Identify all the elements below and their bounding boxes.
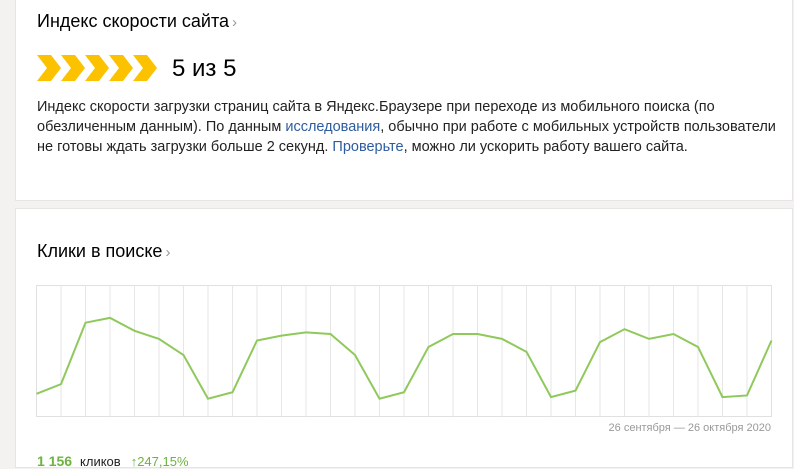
data-point[interactable]	[36, 390, 41, 398]
data-point[interactable]	[523, 348, 531, 356]
clicks-series-line	[36, 316, 773, 400]
speed-index-title-text: Индекс скорости сайта	[37, 11, 229, 31]
search-clicks-title[interactable]: Клики в поиске ›	[37, 241, 170, 262]
research-link[interactable]: исследования	[285, 119, 381, 135]
data-point[interactable]	[694, 343, 702, 351]
data-point[interactable]	[743, 391, 751, 399]
data-point[interactable]	[547, 393, 555, 401]
desc-text: , обычно при работе с мобильных устройст…	[37, 119, 776, 155]
chevron-right-icon: ›	[165, 244, 171, 261]
data-point[interactable]	[131, 327, 139, 335]
speed-arrow	[61, 54, 85, 81]
data-point[interactable]	[351, 351, 359, 359]
desc-text: Индекс скорости загрузки страниц сайта в…	[37, 99, 715, 135]
speed-arrow	[133, 54, 157, 81]
data-point[interactable]	[278, 332, 286, 340]
data-point[interactable]	[474, 330, 482, 338]
clicks-total: 1 156	[37, 453, 73, 469]
data-point[interactable]	[645, 335, 653, 343]
search-clicks-title-text: Клики в поиске	[37, 241, 163, 261]
data-point[interactable]	[498, 335, 506, 343]
data-point[interactable]	[82, 319, 90, 327]
data-point[interactable]	[57, 380, 65, 388]
speed-arrow	[37, 54, 61, 81]
clicks-change: ↑247,15%	[130, 454, 189, 469]
desc-text: , можно ли ускорить работу вашего сайта.	[403, 139, 688, 155]
data-point[interactable]	[204, 395, 212, 403]
data-point[interactable]	[449, 330, 457, 338]
data-point[interactable]	[106, 314, 114, 322]
speed-index-card: Индекс скорости сайта › 5 из 5 Индекс ско…	[15, 0, 793, 201]
chart-period: 26 сентября — 26 октября 2020	[608, 422, 771, 434]
clicks-summary: 1 156 кликов ↑247,15%	[37, 453, 189, 469]
speed-arrows-icon	[37, 54, 157, 81]
data-point[interactable]	[425, 343, 433, 351]
data-point[interactable]	[400, 388, 408, 396]
speed-rating: 5 из 5	[37, 52, 236, 83]
data-point[interactable]	[719, 393, 727, 401]
data-point[interactable]	[621, 325, 629, 333]
data-point[interactable]	[768, 336, 775, 344]
data-point[interactable]	[376, 395, 384, 403]
speed-score: 5 из 5	[172, 55, 237, 82]
data-point[interactable]	[670, 330, 678, 338]
speed-arrow	[109, 54, 133, 81]
data-point[interactable]	[253, 336, 261, 344]
speed-arrow	[85, 54, 109, 81]
check-link[interactable]: Проверьте	[332, 139, 404, 155]
clicks-unit: кликов	[80, 454, 121, 469]
search-clicks-card: Клики в поиске › 26 сентября — 26 октября…	[15, 208, 793, 469]
data-point[interactable]	[229, 388, 237, 396]
data-point[interactable]	[155, 335, 163, 343]
data-point[interactable]	[572, 387, 580, 395]
data-point[interactable]	[302, 328, 310, 336]
speed-description: Индекс скорости загрузки страниц сайта в…	[37, 97, 777, 157]
speed-index-title[interactable]: Индекс скорости сайта ›	[37, 11, 237, 32]
chevron-right-icon: ›	[232, 14, 237, 31]
data-point[interactable]	[596, 338, 604, 346]
clicks-chart	[36, 285, 775, 417]
data-point[interactable]	[180, 351, 188, 359]
data-point[interactable]	[327, 330, 335, 338]
